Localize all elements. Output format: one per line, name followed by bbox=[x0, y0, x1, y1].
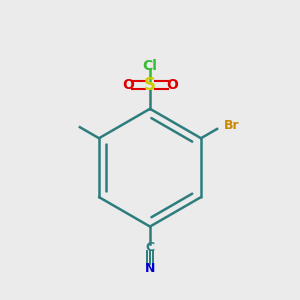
Text: C: C bbox=[146, 241, 154, 254]
Text: S: S bbox=[144, 76, 156, 94]
Text: N: N bbox=[145, 262, 155, 275]
Text: Br: Br bbox=[224, 119, 240, 132]
Text: O: O bbox=[122, 78, 134, 92]
Text: Cl: Cl bbox=[142, 59, 158, 73]
Text: O: O bbox=[166, 78, 178, 92]
